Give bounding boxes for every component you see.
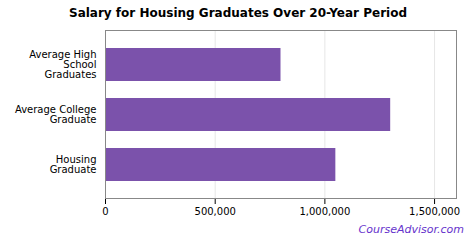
svg-text:1,500,000: 1,500,000 [409,206,460,217]
html-text:CourseAdvisor.com: CourseAdvisor.com [358,223,464,236]
svg-text:Average HighSchoolGraduates: Average HighSchoolGraduates [29,49,96,80]
svg-text:1,000,000: 1,000,000 [299,206,350,217]
svg-text:HousingGraduate: HousingGraduate [50,154,97,175]
svg-text:Average CollegeGraduate: Average CollegeGraduate [15,104,97,125]
svg-text:0: 0 [102,206,108,217]
svg-text:500,000: 500,000 [195,206,236,217]
html-text:Salary for Housing Graduates O: Salary for Housing Graduates Over 20-Yea… [69,6,407,20]
